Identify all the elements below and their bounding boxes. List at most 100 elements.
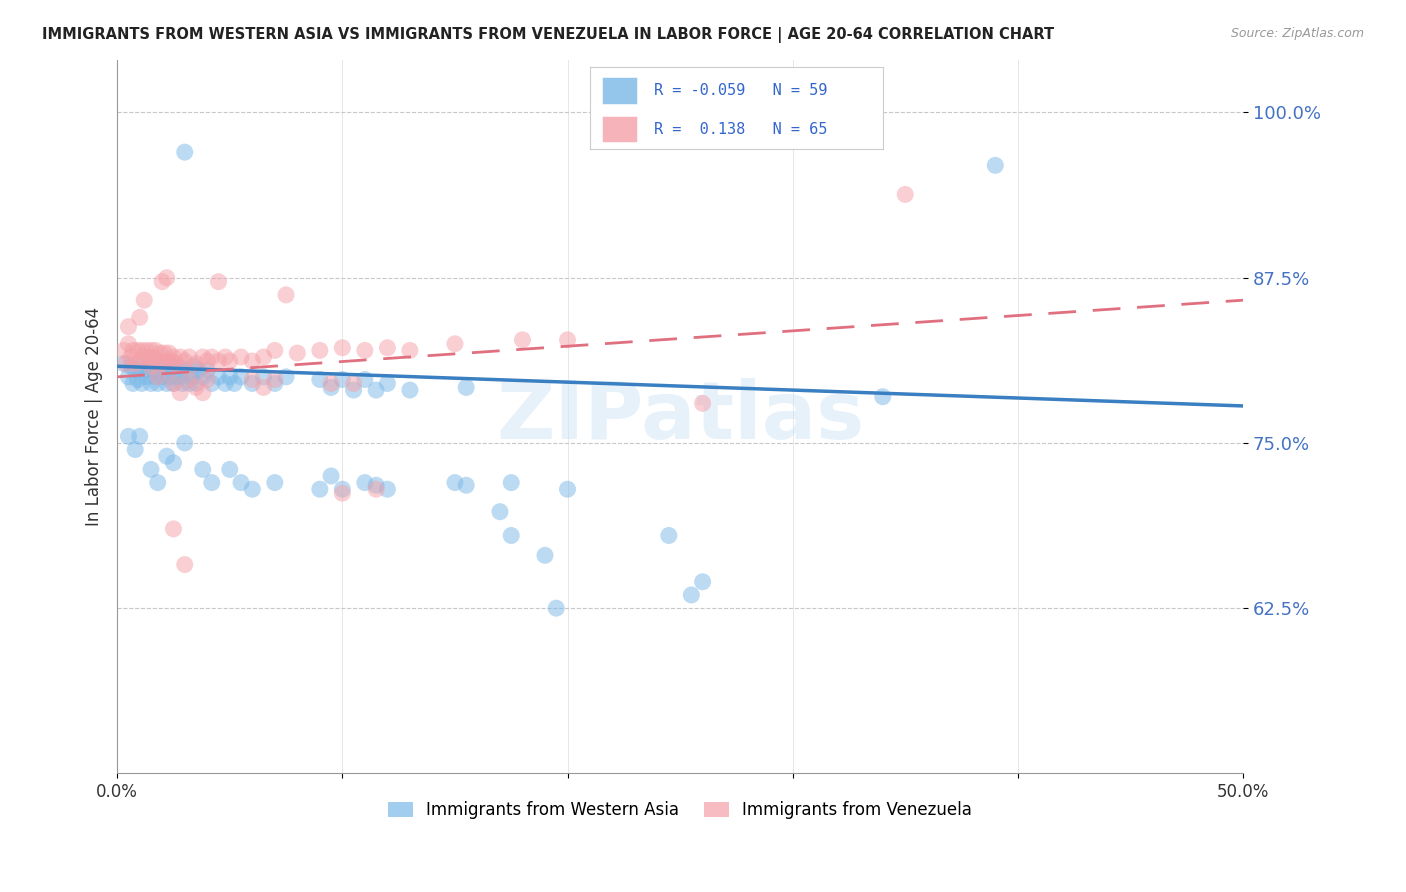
Point [489, 505, 512, 519]
Point [207, 354, 229, 368]
Point [179, 372, 201, 386]
Point [557, 333, 579, 347]
Point [872, 390, 894, 404]
Point [122, 343, 145, 358]
Point [135, 343, 157, 358]
Point [139, 462, 162, 476]
Point [138, 359, 160, 374]
Point [131, 343, 153, 358]
Point [319, 380, 342, 394]
Point [169, 369, 191, 384]
Point [162, 350, 184, 364]
Point [308, 482, 330, 496]
Point [135, 369, 157, 384]
Point [146, 369, 169, 384]
Point [162, 376, 184, 391]
Point [377, 482, 399, 496]
Point [128, 359, 150, 374]
Point [157, 346, 180, 360]
Point [169, 350, 191, 364]
Point [456, 380, 478, 394]
Point [354, 475, 377, 490]
Point [160, 354, 183, 368]
Point [224, 376, 246, 391]
Point [134, 350, 156, 364]
Point [191, 462, 214, 476]
Point [214, 376, 236, 391]
Point [124, 363, 146, 377]
Point [184, 376, 207, 391]
Point [184, 380, 207, 394]
Point [366, 478, 388, 492]
Point [308, 343, 330, 358]
Point [183, 359, 205, 374]
Point [984, 158, 1007, 172]
Point [180, 369, 202, 384]
Point [214, 350, 236, 364]
Point [444, 336, 467, 351]
Point [354, 372, 377, 386]
Point [187, 363, 209, 377]
Point [179, 350, 201, 364]
Point [201, 350, 224, 364]
Point [274, 369, 297, 384]
Point [134, 363, 156, 377]
Point [366, 383, 388, 397]
Point [456, 478, 478, 492]
Point [692, 396, 714, 410]
Point [117, 319, 139, 334]
Point [128, 429, 150, 443]
Point [153, 346, 176, 360]
Point [150, 369, 173, 384]
Point [149, 346, 172, 360]
Point [366, 482, 388, 496]
Point [207, 275, 229, 289]
Point [342, 376, 364, 391]
Point [146, 475, 169, 490]
Point [128, 354, 150, 368]
Point [444, 475, 467, 490]
Text: IMMIGRANTS FROM WESTERN ASIA VS IMMIGRANTS FROM VENEZUELA IN LABOR FORCE | AGE 2: IMMIGRANTS FROM WESTERN ASIA VS IMMIGRAN… [42, 27, 1054, 43]
Point [162, 456, 184, 470]
Point [692, 574, 714, 589]
Point [139, 359, 162, 374]
Point [252, 380, 274, 394]
Text: Source: ZipAtlas.com: Source: ZipAtlas.com [1230, 27, 1364, 40]
Point [139, 376, 162, 391]
Point [546, 601, 568, 615]
Point [134, 293, 156, 308]
Point [263, 376, 285, 391]
Point [169, 385, 191, 400]
Point [117, 429, 139, 443]
Point [173, 354, 195, 368]
Point [173, 558, 195, 572]
Point [153, 359, 176, 374]
Point [330, 341, 353, 355]
Point [184, 357, 207, 371]
Point [330, 372, 353, 386]
Point [201, 376, 224, 391]
Point [156, 270, 179, 285]
Point [191, 350, 214, 364]
Point [319, 469, 342, 483]
Point [274, 288, 297, 302]
Point [112, 357, 135, 371]
Point [240, 354, 263, 368]
Point [308, 372, 330, 386]
Point [112, 343, 135, 358]
Point [195, 372, 218, 386]
Point [658, 528, 681, 542]
Point [501, 528, 523, 542]
Point [191, 369, 214, 384]
Point [173, 436, 195, 450]
Point [218, 369, 240, 384]
Point [557, 482, 579, 496]
Point [115, 357, 138, 371]
Point [150, 275, 173, 289]
Point [139, 343, 162, 358]
Point [172, 376, 194, 391]
Point [229, 475, 252, 490]
Point [179, 376, 201, 391]
Legend: Immigrants from Western Asia, Immigrants from Venezuela: Immigrants from Western Asia, Immigrants… [381, 795, 979, 826]
Point [157, 369, 180, 384]
